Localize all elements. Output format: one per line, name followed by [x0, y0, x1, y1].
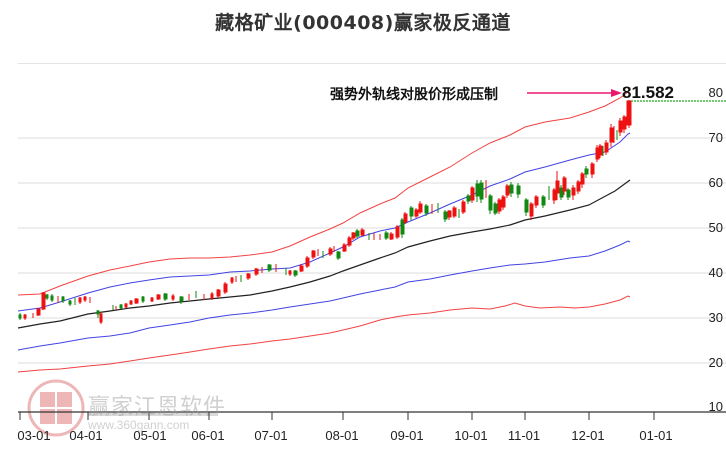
x-tick-11-01: 11-01: [507, 428, 541, 443]
x-tick-08-01: 08-01: [325, 428, 359, 443]
upper-inner-band: [17, 132, 631, 312]
watermark-brand: 赢家江恩软件: [88, 395, 227, 420]
price-candles: [18, 100, 632, 324]
y-tick-70: 70: [708, 130, 723, 145]
annotation-text: 强势外轨线对股价形成压制: [330, 87, 498, 103]
x-tick-03-01: 03-01: [17, 428, 51, 443]
y-tick-20: 20: [708, 355, 723, 370]
y-tick-30: 30: [708, 310, 723, 325]
y-tick-50: 50: [708, 220, 723, 235]
y-tick-80: 80: [708, 85, 723, 100]
y-tick-40: 40: [708, 265, 723, 280]
x-tick-07-01: 07-01: [254, 428, 288, 443]
lower-outer-band: [17, 295, 631, 373]
x-tick-05-01: 05-01: [133, 428, 167, 443]
x-tick-04-01: 04-01: [69, 428, 103, 443]
lower-inner-band: [17, 240, 631, 351]
y-tick-60: 60: [708, 175, 723, 190]
gridlines: [18, 137, 726, 364]
x-tick-06-01: 06-01: [191, 428, 225, 443]
price-label: 81.582: [622, 83, 674, 102]
annotation-arrow: [527, 89, 622, 97]
x-tick-10-01: 10-01: [454, 428, 488, 443]
chart-title: 藏格矿业(000408)赢家极反通道: [215, 12, 511, 34]
upper-outer-band: [17, 91, 629, 296]
watermark-url: www.360gann.com: [88, 418, 190, 432]
watermark-seal: [27, 379, 85, 437]
middle-line: [17, 179, 631, 329]
x-tick-09-01: 09-01: [390, 428, 424, 443]
y-tick-10: 10: [708, 399, 723, 414]
x-tick-12-01: 12-01: [571, 428, 605, 443]
x-tick-01-01: 01-01: [639, 428, 673, 443]
x-axis-ticks: [19, 412, 655, 420]
top-border: [18, 63, 726, 64]
